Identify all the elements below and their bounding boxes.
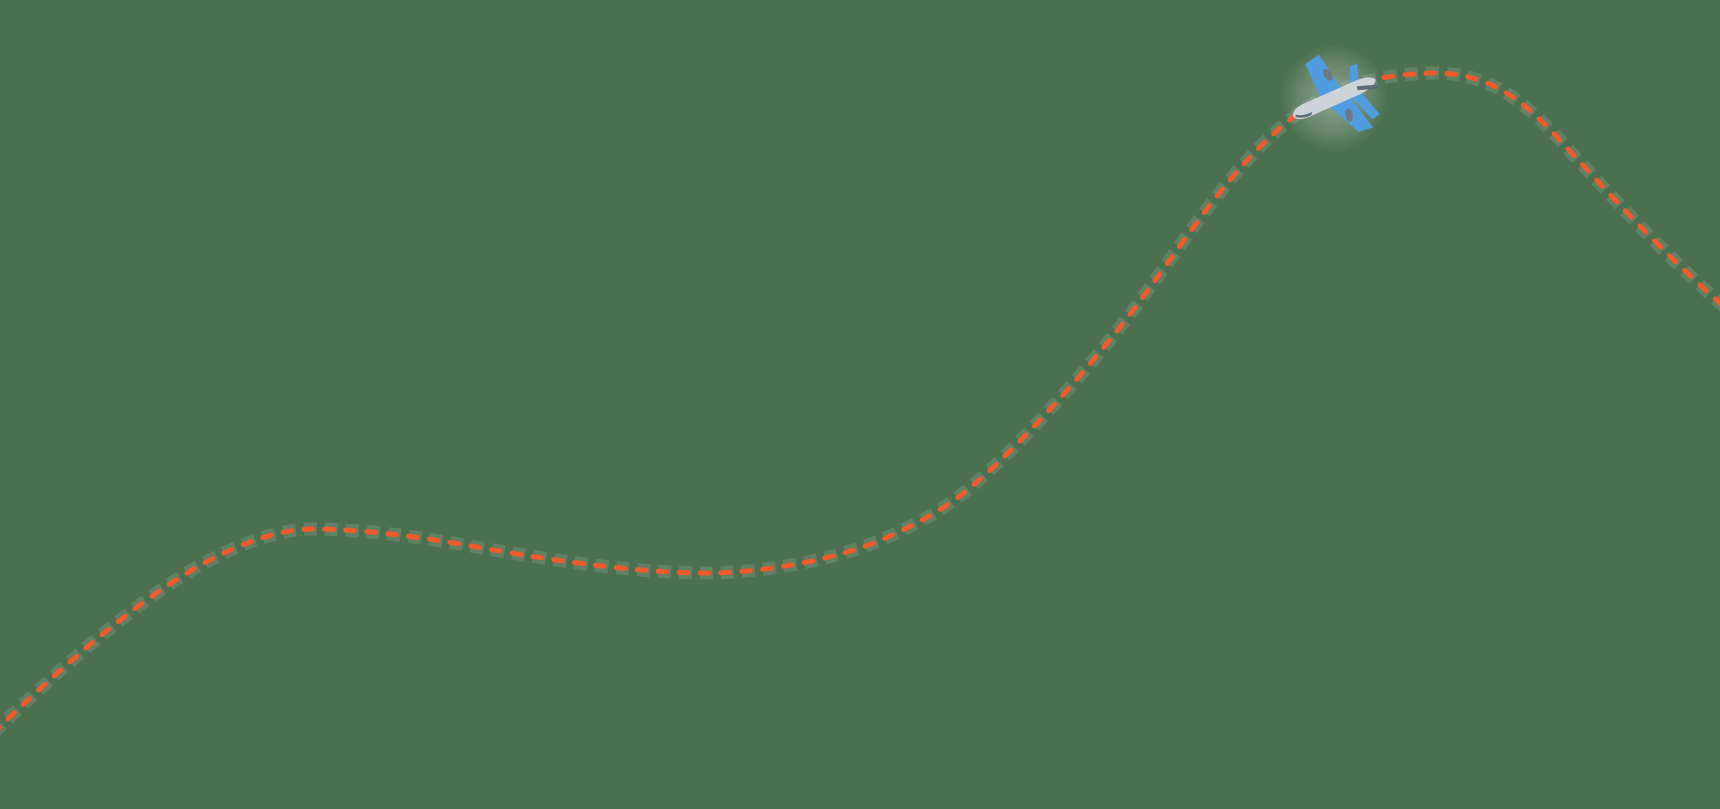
airplane-engine-lower: [1322, 68, 1333, 81]
airplane-windshield: [1295, 111, 1313, 118]
airplane-icon: [1280, 44, 1388, 152]
flight-route-halo: [0, 66, 1720, 736]
airplane-tail-streak: [1356, 84, 1378, 91]
airplane-engine-upper: [1344, 108, 1353, 122]
airplane-tail-fin: [1349, 91, 1380, 120]
airplane-wing-lower: [1305, 54, 1343, 100]
airplane-fuselage: [1293, 77, 1376, 120]
flight-route-path: [0, 70, 1720, 731]
